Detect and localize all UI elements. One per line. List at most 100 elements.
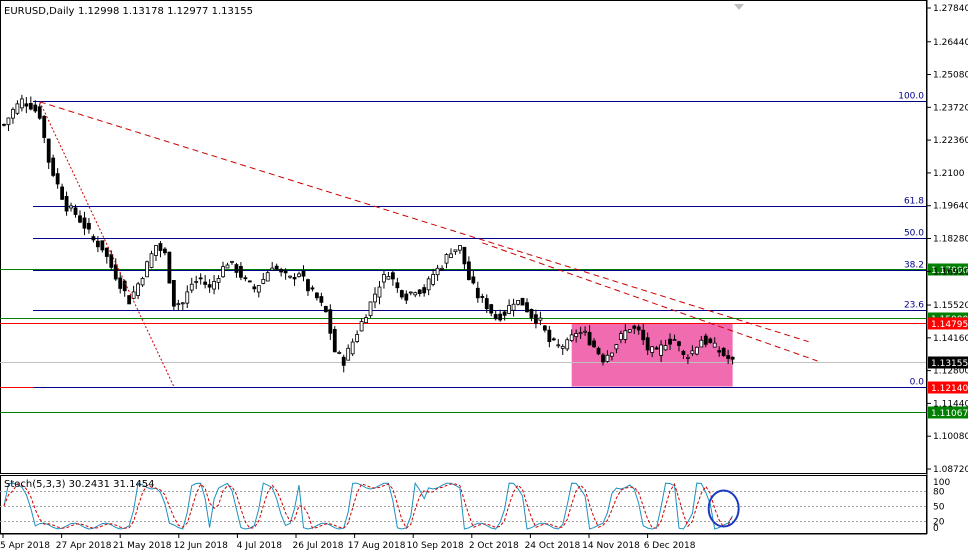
candle-body (422, 287, 427, 294)
candle-body (627, 329, 632, 333)
candle-body (297, 273, 301, 277)
time-tick-label: 4 Jul 2018 (237, 541, 282, 551)
time-tick-label: 10 Sep 2018 (407, 541, 464, 551)
candle-body (243, 277, 248, 280)
price-tag-label: 1.11067 (931, 409, 968, 419)
candle-body (140, 277, 145, 286)
candle-body (690, 350, 695, 355)
candle-body (261, 279, 266, 284)
candle-body (180, 302, 185, 305)
chart-shift-marker[interactable] (734, 4, 744, 10)
candle-body (46, 138, 51, 163)
candle-body (435, 267, 440, 276)
candle-body (462, 246, 467, 265)
time-tick-label: 21 May 2018 (113, 541, 172, 551)
candle-body (145, 261, 149, 278)
candle-body (131, 291, 136, 299)
candle-body (587, 331, 592, 346)
candle-body (498, 313, 503, 321)
time-tick-label: 27 Apr 2018 (56, 541, 112, 551)
price-tag-label: 1.17000 (931, 266, 968, 276)
candle-body (623, 330, 628, 340)
price-tag (928, 381, 968, 394)
price-tick-label: 1.08720 (933, 465, 968, 475)
candle-body (663, 345, 668, 351)
candle-body (659, 344, 663, 356)
candle-body (288, 275, 292, 278)
candle-body (33, 104, 38, 112)
candle-body (2, 123, 6, 126)
candle-body (37, 106, 42, 119)
candle-body (95, 240, 100, 248)
price-tick-label: 1.18280 (933, 235, 968, 245)
candle-body (109, 254, 114, 268)
candle-body (399, 290, 404, 298)
candle-body (610, 352, 614, 357)
candle-body (24, 103, 29, 107)
candle-body (520, 297, 525, 306)
candle-body (721, 347, 726, 357)
candle-body (480, 296, 485, 298)
candle-body (230, 260, 234, 263)
candle-body (163, 248, 167, 254)
candle-body (449, 253, 453, 259)
candle-body (292, 276, 297, 280)
stochastic-bottom-label: 0 (933, 524, 939, 534)
candle-body (359, 321, 364, 332)
trendline[interactable] (39, 101, 809, 343)
candle-body (511, 303, 516, 311)
candle-body (686, 357, 690, 359)
candle-body (569, 334, 574, 342)
candle-body (368, 301, 373, 317)
candle-body (239, 266, 243, 278)
time-tick-label: 17 Aug 2018 (348, 541, 406, 551)
candle-body (542, 325, 547, 331)
candle-body (15, 103, 20, 114)
price-tick-label: 1.10080 (933, 432, 968, 442)
candle-body (382, 274, 386, 283)
price-tick-label: 1.23720 (933, 103, 968, 113)
time-tick-label: 24 Oct 2018 (525, 541, 581, 551)
price-tick-label: 1.16920 (933, 267, 968, 277)
candle-body (171, 280, 176, 307)
candle-body (78, 215, 82, 223)
candle-body (717, 350, 722, 353)
time-tick-label: 26 Jul 2018 (293, 541, 344, 551)
candle-body (390, 272, 395, 280)
candle-body (601, 354, 605, 363)
fibonacci-level-label: 100.0 (898, 92, 924, 102)
trendline[interactable] (39, 101, 175, 387)
candle-body (176, 303, 181, 306)
time-axis: 5 Apr 2018 27 Apr 2018 21 May 2018 12 Jun 2… (0, 534, 696, 551)
candle-body (283, 270, 288, 274)
price-tick-label: 1.14160 (933, 334, 968, 344)
candle-body (60, 186, 65, 200)
candle-body (194, 281, 199, 283)
fibonacci-level-label: 50.0 (904, 229, 924, 239)
candle-body (198, 277, 203, 280)
candle-body (453, 249, 458, 253)
candle-body (87, 222, 91, 230)
fibonacci-layer: 100.0 61.8 50.0 38.2 23.6 0.0 (33, 92, 926, 388)
candle-body (341, 356, 346, 366)
price-tick-label: 1.27840 (933, 4, 968, 14)
candle-body (583, 330, 587, 333)
candle-body (216, 278, 221, 283)
candle-body (332, 329, 337, 353)
candle-body (149, 253, 154, 268)
candle-body (158, 243, 163, 251)
candle-body (641, 329, 646, 341)
annotation-circle[interactable] (707, 489, 740, 528)
candle-body (127, 295, 132, 305)
candle-body (328, 309, 333, 334)
candle-body (207, 284, 212, 288)
price-tag (928, 263, 968, 276)
price-tick-label: 1.11440 (933, 399, 968, 409)
candle-body (614, 344, 619, 350)
candle-body (189, 283, 194, 291)
candle-body (118, 277, 123, 289)
candle-body (11, 108, 15, 119)
candle-body (578, 332, 583, 335)
candle-body (64, 196, 69, 212)
